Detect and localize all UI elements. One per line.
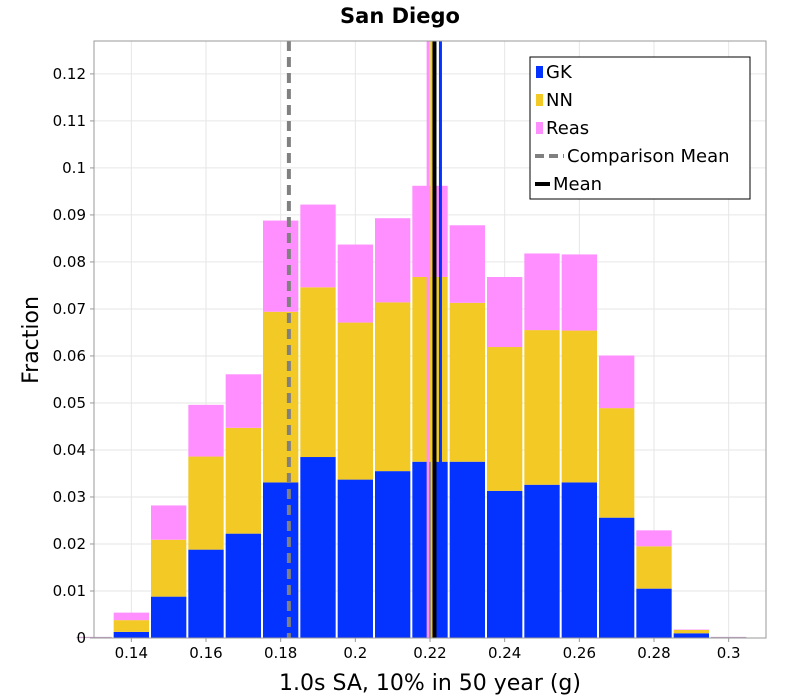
bar-gk-15	[636, 588, 672, 638]
y-tick-label: 0.11	[53, 112, 86, 130]
bar-gk-9	[412, 461, 448, 638]
x-axis-label: 1.0s SA, 10% in 50 year (g)	[279, 671, 581, 696]
bar-reas-3	[188, 404, 224, 457]
bar-reas-2	[151, 505, 187, 540]
bar-reas-6	[300, 204, 336, 288]
bar-nn-2	[151, 539, 187, 597]
bar-gk-7	[337, 479, 373, 638]
y-axis-ticks: 0 0.01 0.02 0.03 0.04 0.05 0.06 0.07 0.08 0.09 0.1…	[53, 65, 94, 647]
y-tick-label: 0.01	[53, 582, 86, 600]
legend-label: NN	[546, 90, 573, 111]
bar-nn-3	[188, 456, 224, 550]
y-tick-label: 0	[76, 629, 86, 647]
bar-nn-12	[524, 330, 560, 485]
bar-gk-13	[561, 482, 597, 638]
y-tick-label: 0.06	[53, 347, 86, 365]
y-axis-label: Fraction	[19, 296, 44, 384]
bar-nn-13	[561, 330, 597, 483]
bar-reas-15	[636, 530, 672, 547]
bar-nn-5	[263, 311, 299, 483]
bar-gk-6	[300, 457, 336, 638]
legend-label: Mean	[553, 174, 602, 195]
bar-gk-2	[151, 596, 187, 638]
bar-nn-7	[337, 322, 373, 480]
bar-nn-14	[599, 408, 635, 518]
legend-box	[529, 56, 751, 200]
bar-reas-1	[113, 612, 149, 621]
bar-gk-8	[375, 471, 411, 638]
x-tick-label: 0.18	[264, 644, 297, 662]
x-tick-label: 0.16	[189, 644, 222, 662]
bar-nn-4	[225, 427, 261, 534]
x-tick-label: 0.28	[637, 644, 670, 662]
bar-gk-5	[263, 482, 299, 638]
bar-nn-6	[300, 287, 336, 458]
legend-swatch-reas	[536, 122, 543, 134]
y-tick-label: 0.03	[53, 488, 86, 506]
bar-nn-15	[636, 546, 672, 589]
x-axis-ticks: 0.14 0.16 0.18 0.2 0.22 0.24 0.26 0.28 0.3	[115, 638, 741, 662]
y-tick-label: 0.07	[53, 300, 86, 318]
x-tick-label: 0.24	[488, 644, 521, 662]
x-tick-label: 0.14	[115, 644, 148, 662]
bars	[76, 185, 747, 639]
bar-gk-4	[225, 533, 261, 638]
bar-gk-3	[188, 549, 224, 638]
legend-label: Reas	[546, 118, 589, 139]
bar-nn-11	[487, 347, 523, 491]
x-tick-label: 0.26	[563, 644, 596, 662]
y-tick-label: 0.1	[62, 159, 86, 177]
bar-gk-1	[113, 631, 149, 638]
bar-gk-16	[673, 633, 709, 638]
bar-gk-11	[487, 490, 523, 638]
bar-nn-1	[113, 620, 149, 632]
bar-reas-9	[412, 185, 448, 277]
bar-reas-13	[561, 254, 597, 331]
bar-nn-16	[673, 630, 709, 634]
bar-gk-14	[599, 517, 635, 638]
bar-gk-12	[524, 484, 560, 638]
x-tick-label: 0.3	[717, 644, 741, 662]
bar-reas-5	[263, 220, 299, 312]
legend-label: GK	[546, 62, 573, 83]
bar-reas-4	[225, 374, 261, 428]
bar-nn-9	[412, 276, 448, 462]
bar-reas-12	[524, 253, 560, 331]
bar-reas-7	[337, 244, 373, 323]
bar-reas-14	[599, 355, 635, 409]
legend-swatch-nn	[536, 94, 543, 106]
x-tick-label: 0.22	[413, 644, 446, 662]
y-tick-label: 0.09	[53, 206, 86, 224]
mean-lines	[286, 41, 442, 638]
y-tick-label: 0.04	[53, 441, 86, 459]
y-tick-label: 0.12	[53, 65, 86, 83]
legend-swatch-gk	[536, 66, 543, 78]
x-tick-label: 0.2	[343, 644, 367, 662]
y-tick-label: 0.08	[53, 253, 86, 271]
bar-gk-10	[449, 461, 485, 638]
y-tick-label: 0.05	[53, 394, 86, 412]
bar-reas-8	[375, 218, 411, 303]
bar-nn-8	[375, 302, 411, 472]
legend-label: Comparison Mean	[567, 146, 730, 167]
y-tick-label: 0.02	[53, 535, 86, 553]
bar-reas-10	[449, 225, 485, 303]
bar-reas-11	[487, 276, 523, 348]
chart-title: San Diego	[340, 4, 460, 28]
legend: GK NN Reas Comparison Mean Mean	[529, 56, 751, 200]
bar-nn-10	[449, 302, 485, 462]
